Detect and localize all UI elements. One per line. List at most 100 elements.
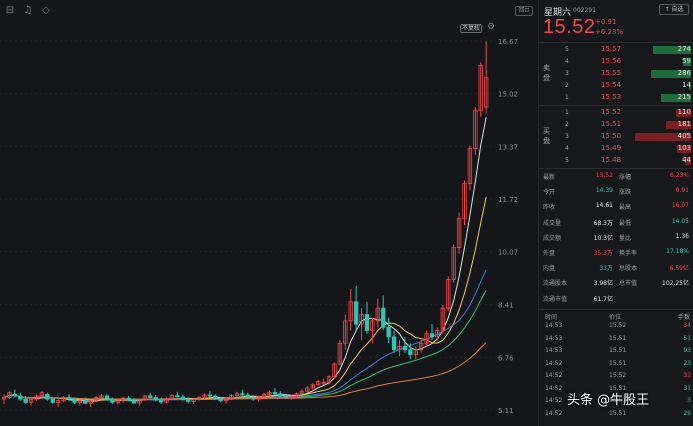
bid-price: 15.50	[601, 132, 622, 140]
ask-row[interactable]: 1 15.53 215	[539, 92, 693, 104]
ask-level: 2	[565, 82, 569, 89]
tick-price: 15.51	[609, 397, 627, 404]
price-tick-label: 10.07	[498, 249, 518, 257]
candle-body	[294, 393, 299, 397]
candle-body	[484, 77, 489, 108]
stat-value: 17.18%	[666, 248, 689, 255]
buy-label: 买盘	[543, 127, 550, 145]
tick-qty: 34	[683, 322, 691, 329]
stat-label: 今开	[543, 189, 556, 197]
bid-row[interactable]: 4 15.49 103	[539, 143, 693, 155]
last-price: 15.52	[543, 16, 596, 38]
ask-row[interactable]: 3 15.55 286	[539, 68, 693, 80]
bid-level: 4	[565, 145, 569, 152]
candle-body	[267, 392, 272, 395]
settings-icon[interactable]: ⚙	[487, 22, 496, 32]
stats-grid: 最新 15.52 涨幅 6.23% 今开 14.39 涨跌 0.91 昨收 14.61 最高 16.0…	[539, 169, 693, 309]
bid-level: 1	[565, 109, 569, 116]
tick-price: 15.52	[609, 322, 627, 329]
candle-body	[435, 330, 440, 338]
bid-row[interactable]: 5 15.48 44	[539, 155, 693, 167]
candle-body	[310, 384, 315, 389]
adjustment-toggle-button[interactable]: 不复权	[460, 24, 482, 33]
candle-body	[446, 279, 451, 309]
candle-body	[39, 392, 45, 397]
stat-item: 成交额 10.3亿	[543, 233, 613, 245]
bid-price: 15.49	[601, 144, 622, 152]
price-tick-label: 8.41	[498, 302, 514, 310]
stat-item: 成交量 68.3万	[543, 218, 613, 230]
ticks-header-qty: 手数	[677, 314, 690, 321]
candle-body	[288, 395, 294, 398]
stat-label: 涨幅	[619, 174, 632, 181]
stat-item: 外盘 35.3万	[543, 248, 613, 260]
stat-label: 外盘	[543, 250, 556, 257]
candle-body	[115, 400, 120, 403]
stat-value: 102.25亿	[662, 280, 689, 288]
stat-label: 量比	[619, 234, 632, 242]
ticks-header-price: 价位	[609, 314, 622, 321]
candle-body	[272, 392, 278, 395]
minus-square-icon[interactable]: ⊟	[5, 5, 15, 16]
bid-level: 2	[565, 121, 569, 128]
ask-volume: 286	[677, 69, 691, 77]
candle-body	[56, 400, 61, 403]
bid-row[interactable]: 2 15.51 181	[539, 119, 693, 131]
candle-body	[61, 397, 66, 402]
candle-body	[256, 396, 261, 400]
ask-volume-bar	[688, 82, 691, 90]
candle-body	[418, 342, 424, 351]
tick-row: 14:53 15.51 93	[539, 347, 693, 359]
tick-time: 14:52	[545, 409, 563, 417]
candle-body	[72, 398, 77, 403]
candle-body	[126, 397, 131, 402]
restore-window-button[interactable]: 回⊡	[515, 6, 533, 16]
stat-value: 3.98亿	[593, 280, 613, 288]
candle-body	[50, 398, 55, 403]
stat-item: 量比 1.36	[619, 233, 689, 245]
candle-body	[1, 397, 7, 400]
candle-body	[381, 307, 386, 328]
tick-row: 14:53 15.52 34	[539, 322, 693, 334]
candlestick-chart[interactable]: 16.67 15.02 13.37 11.72 10.07 8.41 6.76 5.11	[0, 0, 537, 426]
kline-chart-pane[interactable]: ⊟ ♫ ◇ 回⊡ 16.67 15.02 13.37 11.72 10.07 8.41 6.…	[0, 0, 537, 426]
stat-value: 10.3亿	[593, 234, 613, 242]
stat-item: 内盘 33万	[543, 263, 613, 275]
price-tick-label: 11.72	[498, 196, 518, 204]
bid-price: 15.48	[601, 156, 622, 164]
bid-row[interactable]: 1 15.52 110	[539, 107, 693, 119]
stat-item: 流通市值 61.7亿	[543, 294, 613, 306]
bid-row[interactable]: 3 15.50 405	[539, 131, 693, 143]
candle-body	[45, 393, 50, 400]
diamond-icon[interactable]: ◇	[42, 5, 50, 16]
ask-row[interactable]: 4 15.56 59	[539, 56, 693, 68]
candle-body	[169, 395, 175, 400]
ask-row[interactable]: 2 15.54 14	[539, 80, 693, 92]
stat-label: 成交量	[543, 219, 562, 227]
tick-row: 14:52 15.51 29	[539, 410, 693, 422]
stat-item: 最高 16.07	[619, 202, 689, 214]
stat-value: 33万	[599, 265, 613, 273]
ma20-line	[3, 269, 487, 401]
tick-price: 15.51	[609, 334, 627, 342]
candle-body	[158, 399, 164, 403]
add-watchlist-button[interactable]: ↑ 自选	[659, 4, 689, 15]
candle-body	[343, 320, 348, 344]
ask-row[interactable]: 5 15.57 274	[539, 44, 693, 56]
stat-value: 35.3万	[593, 250, 613, 257]
bid-volume: 405	[677, 132, 691, 140]
candle-body	[153, 397, 158, 401]
stat-item: 总股本 6.59亿	[619, 263, 689, 275]
tick-qty: 32	[683, 372, 691, 379]
candle-body	[321, 381, 326, 384]
stat-value: 15.52	[595, 172, 613, 179]
tick-price: 15.51	[609, 409, 627, 417]
candle-body	[402, 346, 408, 351]
stock-name: 星期六	[544, 8, 572, 18]
stat-value: 61.7亿	[593, 295, 613, 303]
candle-body	[305, 387, 310, 392]
ask-level: 4	[565, 58, 569, 65]
bell-icon[interactable]: ♫	[23, 5, 33, 16]
ticks-header: 时间 价位 手数	[539, 310, 693, 322]
